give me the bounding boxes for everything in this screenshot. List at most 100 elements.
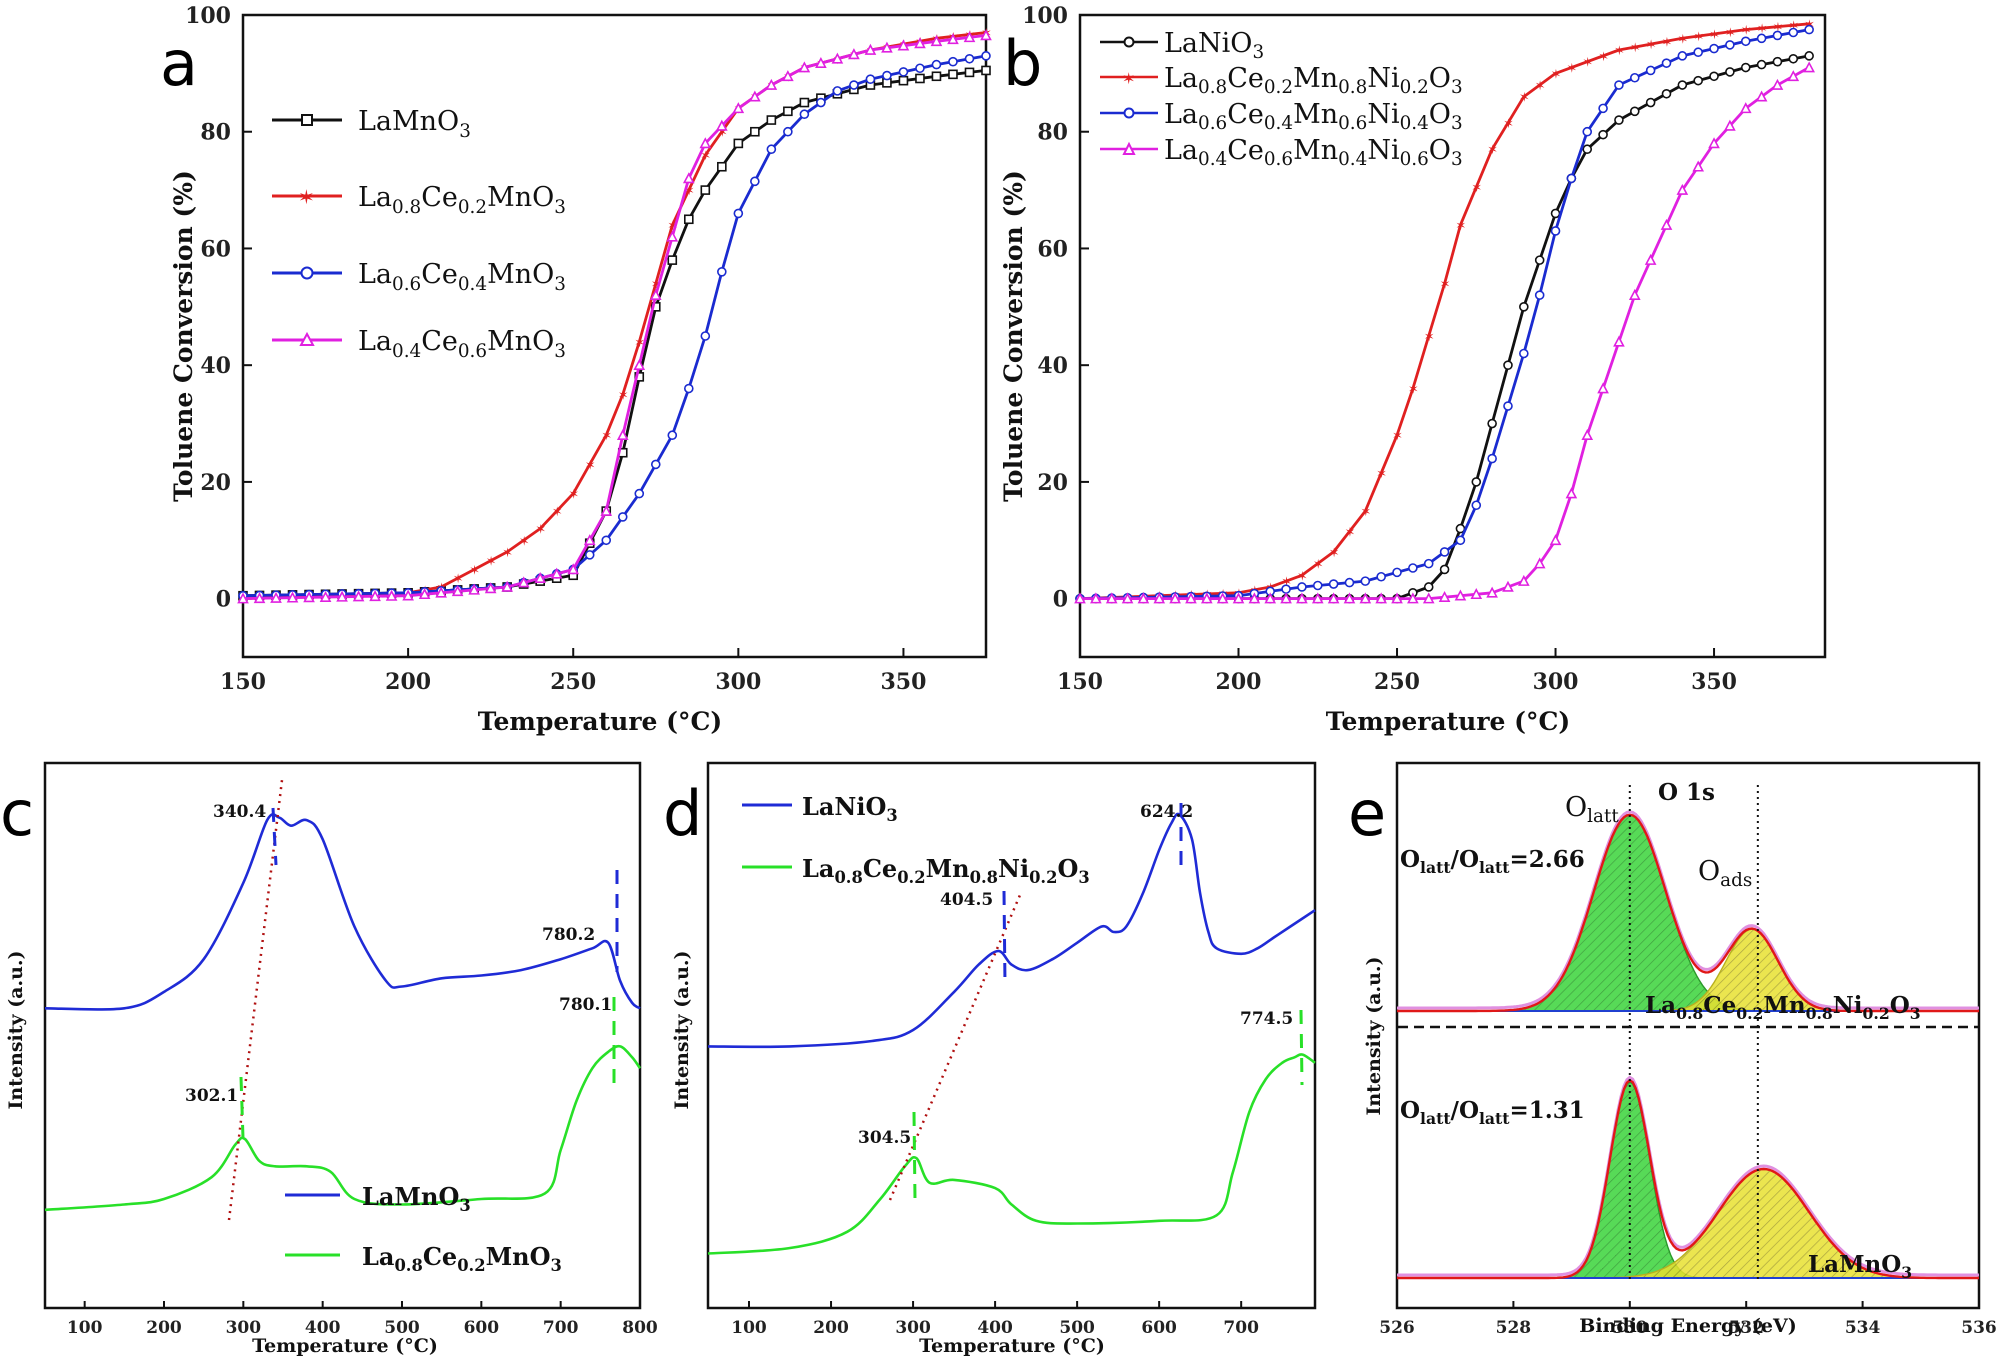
x-tick-label: 150 [220, 669, 266, 695]
panel-a-label: a [160, 27, 198, 100]
data-point [782, 70, 794, 82]
data-point [600, 504, 613, 516]
data-point: ✶ [1440, 277, 1451, 292]
data-point [583, 534, 596, 546]
series-line-la0-8ce0-2mno3 [242, 31, 987, 600]
data-point [303, 591, 315, 603]
legend-label-la08ce02mn08ni02o3: La0.8Ce0.2Mn0.8Ni0.2O3 [1164, 63, 1463, 98]
panel-d-peak-marker-4 [912, 1111, 917, 1201]
data-point [1598, 129, 1608, 140]
data-point [832, 86, 843, 96]
x-tick-label: 700 [1223, 1318, 1259, 1338]
legend-label-la06ce04mn06ni04o3: La0.6Ce0.4Mn0.6Ni0.4O3 [1164, 99, 1463, 134]
data-point [1788, 53, 1799, 64]
data-point: ✶ [502, 546, 513, 561]
data-point [1503, 360, 1513, 370]
x-tick-label: 800 [622, 1318, 658, 1338]
data-point [682, 172, 695, 184]
series-line-la0-8ce0-2mn0-8ni0-2o3 [1079, 22, 1810, 600]
x-tick-label: 300 [1533, 669, 1579, 695]
data-point [683, 383, 694, 394]
data-point [1296, 592, 1308, 604]
legend-label-d-lanio3: LaNiO3 [802, 792, 898, 825]
x-tick-label: 526 [1379, 1318, 1415, 1338]
data-point [1439, 547, 1450, 557]
legend-label-la04ce06mn04ni06o3: La0.4Ce0.6Mn0.4Ni0.6O3 [1164, 135, 1463, 170]
data-point [649, 288, 662, 300]
data-point [1264, 592, 1277, 604]
data-point [1629, 106, 1640, 117]
data-point [435, 586, 447, 598]
series-lamno3-envelope [1397, 1075, 1979, 1280]
data-point [1550, 226, 1561, 236]
data-point [699, 137, 712, 149]
panel-c-annotation-2: 780.2 [542, 925, 595, 945]
data-point [1534, 290, 1545, 300]
data-point [1582, 144, 1593, 155]
data-point [1740, 36, 1751, 47]
data-point [633, 358, 646, 370]
data-point [766, 144, 777, 155]
data-point [799, 97, 810, 108]
data-point [1739, 102, 1752, 114]
svg-text:✶: ✶ [1122, 69, 1135, 88]
y-tick-label: 80 [1037, 120, 1068, 146]
data-point [1470, 588, 1483, 600]
data-point [980, 29, 992, 41]
panel-c-peak-marker-1 [271, 807, 278, 866]
data-point [1803, 61, 1815, 73]
legend-item-la06ce04mno3: La0.6Ce0.4MnO3 [272, 259, 566, 295]
data-point [550, 567, 563, 579]
data-point [352, 590, 365, 602]
data-point [1709, 43, 1719, 54]
data-point [1343, 592, 1356, 604]
data-point [1408, 563, 1418, 573]
data-point: ✶ [486, 555, 497, 570]
x-tick-label: 200 [385, 669, 431, 695]
data-point: ✶ [1519, 91, 1530, 106]
data-point [1788, 27, 1799, 38]
series-la0-4ce0-6mno3 [237, 29, 992, 604]
panel-c-annotation-4: 780.1 [559, 995, 612, 1015]
data-point [717, 161, 727, 172]
data-point [1756, 59, 1767, 70]
data-point [567, 563, 580, 575]
raw-spectrum [1397, 1075, 1979, 1277]
data-point [1566, 173, 1577, 184]
data-point [948, 56, 958, 67]
data-point [1614, 115, 1624, 125]
data-point [1137, 592, 1150, 604]
data-point [766, 115, 777, 125]
series-line-la0-6ce0-4mn0-6ni0-4o3 [1079, 28, 1810, 600]
x-tick-label: 150 [1057, 669, 1103, 695]
panel-b: b 150 200 250 300 350 0 20 40 60 80 100 ✶ ✶ ✶ ✶ ✶ ✶ ✶ ✶ ✶ ✶… [999, 3, 1827, 736]
panel-e-oads-label: Oads [1698, 856, 1752, 891]
data-point [816, 97, 826, 108]
data-point [1645, 97, 1656, 108]
panel-a-frame [241, 13, 988, 659]
y-tick-label: 100 [1022, 3, 1068, 29]
panel-d-label: d [663, 777, 702, 850]
data-point [799, 109, 810, 120]
data-point [666, 230, 679, 242]
data-point [1519, 348, 1529, 359]
data-point [336, 590, 348, 602]
panel-a-legend: LaMnO3 ✶ La0.8Ce0.2MnO3 La0.6Ce0.4MnO3 L… [272, 106, 566, 362]
data-point [931, 71, 942, 82]
data-point [1519, 302, 1529, 312]
panel-e-sample-bottom: LaMnO3 [1808, 1251, 1912, 1282]
panel-d-peak-marker-2 [1002, 890, 1007, 986]
data-point [617, 512, 628, 522]
data-point [700, 185, 711, 195]
data-point [1787, 70, 1800, 82]
y-tick-label: 60 [200, 236, 231, 262]
data-point [750, 176, 760, 187]
panel-e-series [1397, 785, 1979, 1280]
data-point: ✶ [1281, 575, 1292, 590]
data-point: ✶ [1677, 32, 1688, 47]
data-point [385, 589, 398, 601]
data-point [1708, 137, 1720, 149]
panel-d-frame [706, 761, 1317, 1310]
data-point [1153, 592, 1166, 604]
data-point [798, 61, 811, 73]
